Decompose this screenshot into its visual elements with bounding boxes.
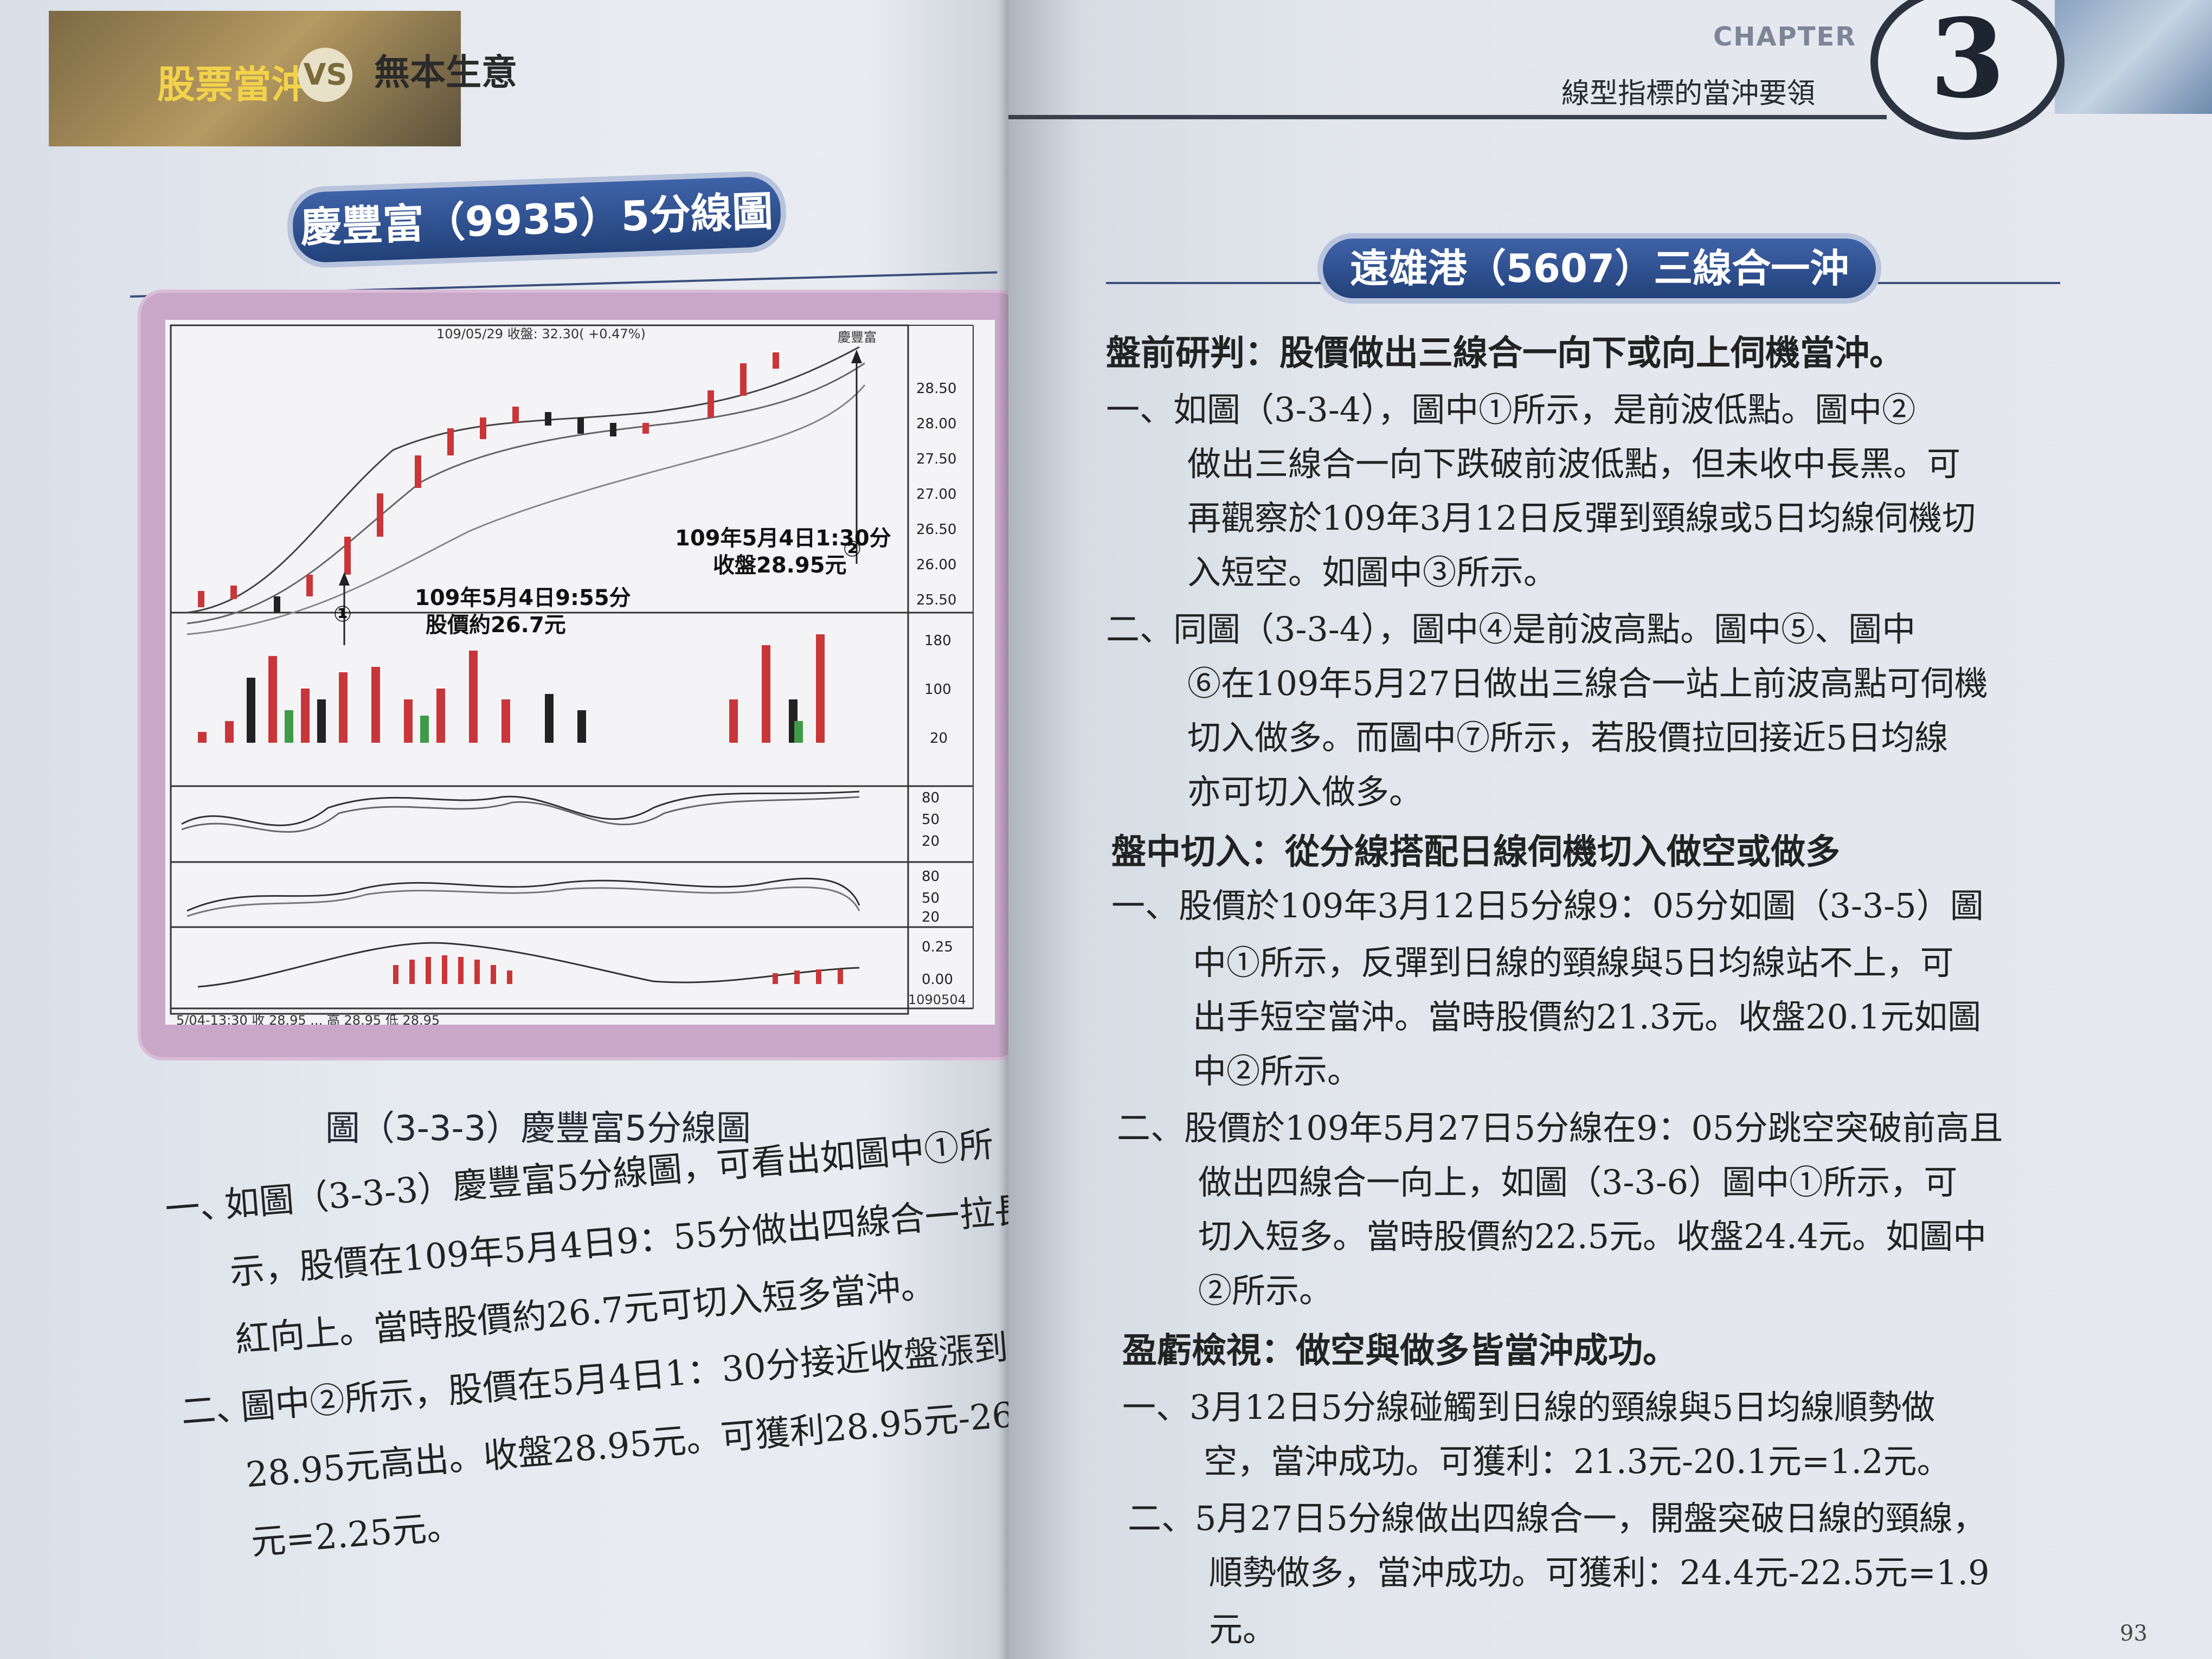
running-header-image: 股票當沖 VS 無本生意 (49, 11, 517, 146)
svg-text:180: 180 (924, 633, 951, 649)
section-title-banner: 遠雄港（5607）三線合一沖 (1323, 239, 1876, 298)
svg-text:80: 80 (922, 790, 940, 806)
item-number: 一、 (163, 1184, 236, 1230)
chart-footer-date: 1090504 (908, 992, 966, 1007)
text-line: 盈虧檢視：做空與做多皆當沖成功。 (1122, 1331, 1677, 1371)
chapter-title: 線型指標的當沖要領 (1561, 78, 1816, 110)
chart-header-text: 109/05/29 收盤: 32.30( +0.47%) (436, 326, 646, 342)
text-line: 盤前研判：股價做出三線合一向下或向上伺機當沖。 (1106, 333, 1904, 374)
text-line: 二、股價於109年5月27日5分線在9：05分跳空突破前高且 (1117, 1108, 2003, 1148)
point2-time-label: 109年5月4日1:30分 (675, 526, 891, 551)
text-line: 二、同圖（3-3-4），圖中④是前波高點。圖中⑤、圖中 (1106, 609, 1916, 649)
right-page: CHAPTER 線型指標的當沖要領 3 遠雄港（5607）三線合一沖 盤前研判：… (1008, 0, 2212, 1659)
chapter-number-badge: 3 (1870, 0, 2065, 140)
chart-footer-stats: 5/04-13:30 收 28.95 ... 高 28.95 低 28.95 (176, 1013, 440, 1025)
svg-text:20: 20 (922, 909, 940, 925)
text-line: 切入短多。當時股價約22.5元。收盤24.4元。如圖中 (1198, 1217, 1987, 1256)
section-title: 慶豐富（9935）5分線圖 (299, 187, 774, 252)
svg-text:0.00: 0.00 (922, 972, 953, 988)
text-line: ⑥在109年5月27日做出三線合一站上前波高點可伺機 (1187, 664, 1988, 703)
text-line: 切入做多。而圖中⑦所示，若股價拉回接近5日均線 (1187, 718, 1949, 757)
svg-text:50: 50 (922, 890, 940, 906)
section-title: 遠雄港（5607）三線合一沖 (1349, 246, 1849, 291)
point1-time-label: 109年5月4日9:55分 (415, 586, 631, 610)
stock-chart: 28.50 28.00 27.50 27.00 26.50 26.00 25.5… (165, 320, 995, 1025)
svg-text:20: 20 (922, 833, 940, 850)
svg-text:27.00: 27.00 (916, 486, 956, 503)
left-body-text: 一、 如圖（3-3-3）慶豐富5分線圖，可看出如圖中①所示，股價在109年5月4… (163, 1107, 1019, 1582)
text-line: 一、3月12日5分線碰觸到日線的頸線與5日均線順勢做 (1122, 1387, 1935, 1427)
chapter-label: CHAPTER (1713, 22, 1857, 52)
svg-text:50: 50 (922, 812, 940, 828)
svg-text:27.50: 27.50 (916, 451, 956, 467)
svg-text:0.25: 0.25 (922, 939, 953, 955)
text-line: 中②所示。 (1193, 1051, 1361, 1091)
figure-caption: 圖（3-3-3）慶豐富5分線圖 (325, 1109, 751, 1149)
chart-frame: 28.50 28.00 27.50 27.00 26.50 26.00 25.5… (141, 293, 1019, 1057)
svg-text:20: 20 (930, 730, 948, 747)
text-line: 一、如圖（3-3-4），圖中①所示，是前波低點。圖中② (1106, 390, 1916, 429)
svg-text:80: 80 (922, 869, 940, 885)
corner-photo (2055, 0, 2212, 114)
text-line: 一、股價於109年3月12日5分線9：05分如圖（3-3-5）圖 (1111, 886, 1984, 925)
text-line: 盤中切入：從分線搭配日線伺機切入做空或做多 (1111, 832, 1840, 872)
section-title-banner: 慶豐富（9935）5分線圖 (292, 176, 782, 263)
header-rule (1008, 115, 1887, 119)
svg-text:26.50: 26.50 (916, 522, 956, 538)
book-subtitle: 無本生意 (374, 52, 517, 93)
text-line: 亦可切入做多。 (1187, 772, 1423, 812)
vs-badge: VS (298, 48, 352, 102)
text-line: 做出三線合一向下跌破前波低點，但未收中長黑。可 (1187, 444, 1961, 484)
text-line: 順勢做多，當沖成功。可獲利：24.4元-22.5元=1.9 (1209, 1553, 1990, 1592)
svg-text:25.50: 25.50 (916, 592, 956, 608)
marker-2: ② (843, 537, 861, 562)
text-line: 空，當沖成功。可獲利：21.3元-20.1元=1.2元。 (1204, 1442, 1951, 1481)
page-number: 93 (2120, 1621, 2147, 1646)
point2-close-label: 收盤28.95元 (713, 553, 847, 578)
text-line: 中①所示，反彈到日線的頸線與5日均線站不上，可 (1193, 943, 1954, 982)
text-line: ②所示。 (1198, 1271, 1333, 1310)
text-line: 元。 (1209, 1610, 1277, 1649)
book-title: 股票當沖 (157, 62, 309, 107)
text-line: 再觀察於109年3月12日反彈到頸線或5日均線伺機切 (1187, 498, 1976, 538)
svg-text:26.00: 26.00 (916, 557, 956, 573)
item-number: 二、 (179, 1387, 252, 1433)
chart-stock-label: 慶豐富 (838, 330, 877, 345)
point1-price-label: 股價約26.7元 (426, 613, 566, 638)
text-line: 做出四線合一向上，如圖（3-3-6）圖中①所示，可 (1198, 1162, 1958, 1202)
left-page: 股票當沖 VS 無本生意 慶豐富（9935）5分線圖 28.50 28.00 (0, 0, 1019, 1659)
svg-text:28.50: 28.50 (916, 381, 956, 397)
svg-text:100: 100 (924, 681, 951, 698)
text-line: 出手短空當沖。當時股價約21.3元。收盤20.1元如圖 (1193, 997, 1982, 1037)
marker-1: ① (333, 602, 352, 627)
text-line: 二、5月27日5分線做出四線合一，開盤突破日線的頸線， (1128, 1499, 1986, 1538)
svg-text:28.00: 28.00 (916, 416, 956, 432)
chapter-number: 3 (1930, 0, 2005, 123)
text-line: 入短空。如圖中③所示。 (1187, 552, 1558, 592)
